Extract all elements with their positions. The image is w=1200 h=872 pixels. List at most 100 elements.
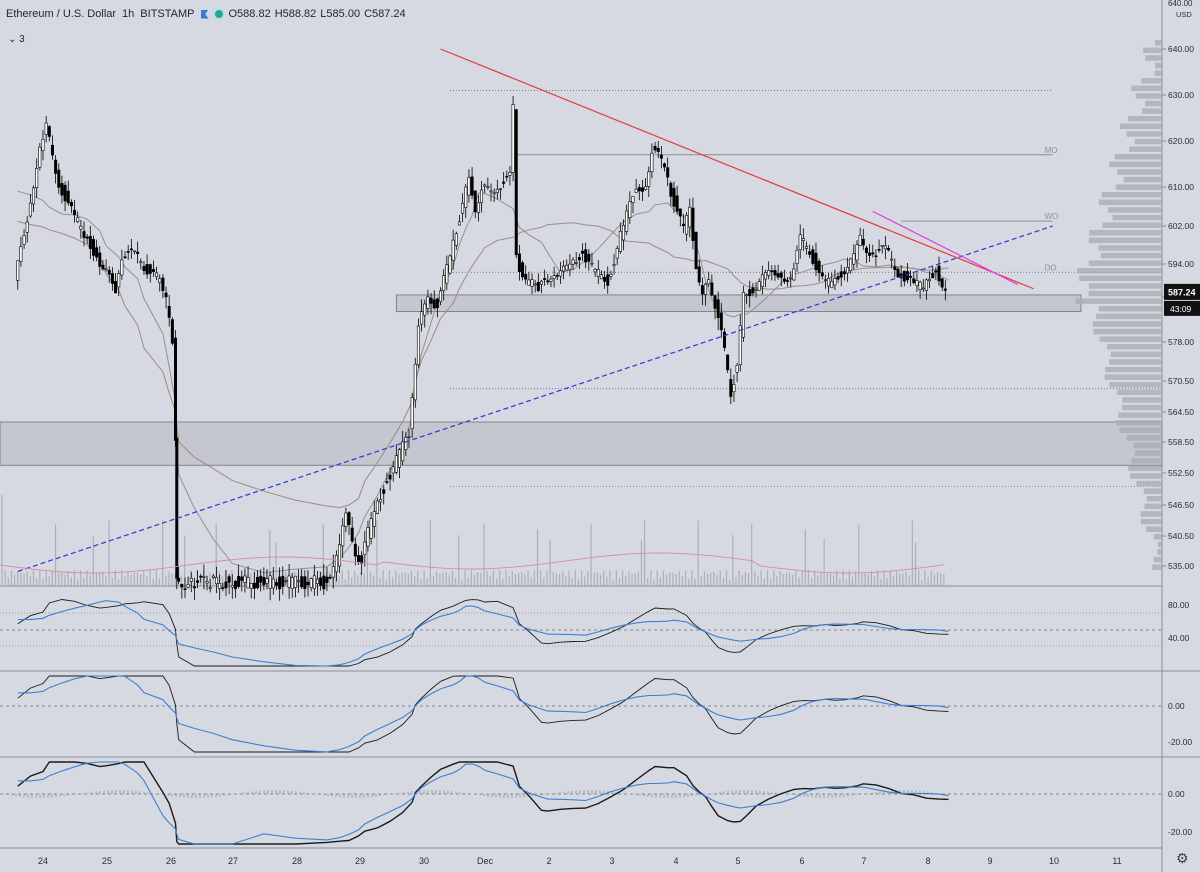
- candle-body: [521, 262, 525, 278]
- volume-profile-bar: [1108, 207, 1162, 213]
- price-tick-label: 546.50: [1168, 500, 1194, 510]
- candle-body: [754, 288, 758, 291]
- volume-profile-bar: [1153, 556, 1162, 563]
- candle-body: [385, 481, 389, 483]
- candle-body: [928, 278, 932, 282]
- candle-body: [360, 555, 364, 564]
- candle-body: [596, 269, 600, 277]
- volume-profile-bar: [1118, 412, 1162, 418]
- candle-body: [60, 183, 64, 196]
- candle-body: [745, 294, 749, 296]
- candle-body: [28, 202, 32, 217]
- candle-body: [457, 221, 461, 226]
- candle-body: [612, 264, 616, 266]
- candle-body: [713, 295, 717, 309]
- candle-body: [584, 249, 588, 263]
- candle-body: [798, 234, 802, 250]
- symbol-name[interactable]: Ethereum / U.S. Dollar: [6, 8, 117, 20]
- candle-body: [524, 273, 528, 280]
- volume-profile-bar: [1107, 344, 1162, 350]
- indicators-toggle[interactable]: ⌄ 3: [8, 34, 25, 45]
- candle-body: [442, 275, 446, 291]
- volume-profile-bar: [1135, 93, 1162, 99]
- volume-profile-bar: [1088, 260, 1162, 266]
- candle-body: [502, 181, 506, 184]
- candle-body: [356, 555, 360, 562]
- candle-body: [224, 581, 228, 589]
- candle-body: [167, 306, 171, 318]
- candle-body: [603, 276, 607, 282]
- time-tick-label: 6: [799, 856, 804, 866]
- volume-profile-bar: [1098, 245, 1162, 251]
- time-tick-label: 4: [673, 856, 678, 866]
- indicator-tick-label: -20.00: [1168, 737, 1192, 747]
- time-tick-label: 2: [546, 856, 551, 866]
- candle-body: [691, 207, 695, 241]
- volume-profile-bar: [1152, 564, 1162, 570]
- volume-profile-bar: [1123, 176, 1162, 183]
- candle-body: [656, 147, 660, 152]
- candle-body: [107, 269, 111, 275]
- volume-profile-bar: [1157, 549, 1162, 555]
- candle-body: [353, 543, 357, 557]
- indicator-tick-label: 40.00: [1168, 633, 1190, 643]
- candle-body: [943, 288, 947, 291]
- gear-icon[interactable]: ⚙: [1176, 850, 1189, 866]
- market-status-icon: [214, 10, 223, 18]
- candle-body: [445, 264, 449, 284]
- candle-body: [69, 201, 73, 207]
- candle-body: [252, 582, 256, 589]
- candle-body: [467, 177, 471, 196]
- candle-body: [741, 292, 745, 338]
- price-tick-label: 552.50: [1168, 468, 1194, 478]
- candle-body: [240, 576, 244, 581]
- candle-body: [98, 252, 102, 267]
- candle-body: [448, 255, 452, 274]
- last-price-tag: [1164, 283, 1200, 300]
- candle-body: [893, 266, 897, 270]
- candle-body: [823, 279, 827, 282]
- candle-body: [256, 576, 260, 589]
- price-tick-label: 594.00: [1168, 259, 1194, 269]
- candle-body: [132, 250, 136, 253]
- volume-profile-bar: [1075, 298, 1162, 304]
- candle-body: [95, 247, 99, 258]
- candle-body: [404, 437, 408, 450]
- candle-body: [615, 248, 619, 259]
- candle-body: [530, 279, 534, 287]
- candle-body: [483, 184, 487, 187]
- candle-body: [726, 354, 730, 371]
- candle-body: [334, 555, 338, 573]
- volume-profile-bar: [1088, 290, 1162, 297]
- candle-body: [924, 279, 928, 291]
- price-tick-label: 620.00: [1168, 136, 1194, 146]
- chart-legend: Ethereum / U.S. Dollar 1h BITSTAMP O588.…: [6, 8, 410, 20]
- time-tick-label: 28: [292, 856, 302, 866]
- close-value: C587.24: [364, 8, 406, 20]
- candle-body: [88, 236, 92, 249]
- candle-body: [776, 273, 780, 278]
- volume-profile-bar: [1116, 420, 1162, 426]
- volume-profile-bar: [1126, 435, 1162, 441]
- candle-body: [432, 299, 436, 309]
- candle-body: [180, 583, 184, 588]
- flag-icon[interactable]: [200, 9, 209, 19]
- candle-body: [647, 171, 651, 187]
- time-tick-label: 26: [166, 856, 176, 866]
- volume-profile-bar: [1141, 78, 1162, 84]
- red-trendline: [440, 48, 1034, 290]
- volume-profile-bar: [1134, 138, 1162, 145]
- indicator-tick-label: -20.00: [1168, 827, 1192, 837]
- time-tick-label: 5: [735, 856, 740, 866]
- candle-body: [426, 296, 430, 309]
- interval-label[interactable]: 1h: [122, 8, 135, 20]
- candle-body: [464, 186, 468, 208]
- volume-profile-bar: [1131, 458, 1162, 464]
- candle-body: [249, 583, 253, 589]
- time-tick-label: 8: [925, 856, 930, 866]
- candle-body: [215, 577, 219, 585]
- price-tick-label: 602.00: [1168, 221, 1194, 231]
- candle-body: [842, 271, 846, 275]
